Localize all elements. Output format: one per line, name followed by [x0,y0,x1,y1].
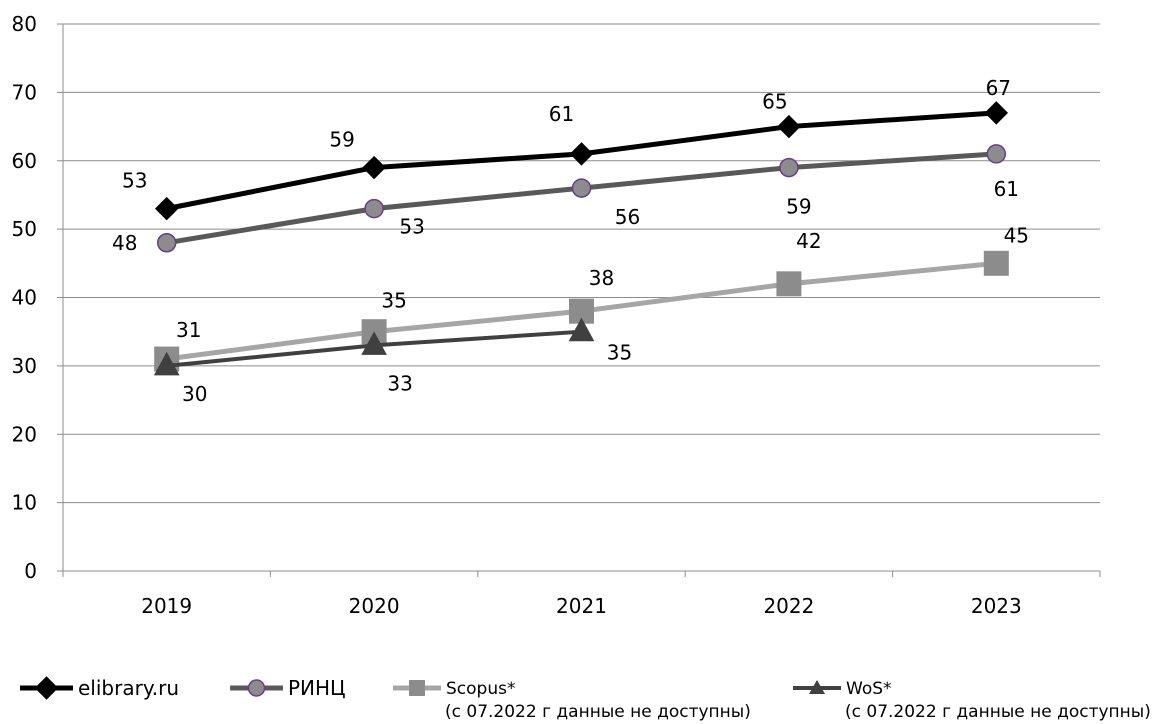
legend-label: РИНЦ [288,676,346,700]
data-label: 59 [786,195,811,219]
y-tick-label: 20 [12,422,37,446]
data-point-2-4 [983,250,1009,276]
x-tick-label: 2023 [971,594,1022,618]
legend-swatch-marker-1 [247,679,266,697]
data-point-2-3 [776,271,802,297]
data-label: 67 [986,76,1011,100]
data-label: 59 [329,128,354,152]
data-label: 38 [589,266,614,290]
y-tick-label: 50 [12,217,37,241]
data-point-1-4 [986,144,1007,164]
axes: 0 10 20 30 40 50 60 70 80 2019 2020 2021 2022 2023 [12,12,1101,618]
data-point-0-1 [362,155,386,180]
legend: elibrary.ru РИНЦ Scopus* (с 07.2022 г данны… [20,676,1151,722]
y-tick-label: 60 [12,149,37,173]
data-point-3-1 [361,331,387,355]
data-label: 33 [387,371,412,395]
legend-label: WoS* [846,679,892,699]
data-point-0-2 [569,142,594,166]
data-point-1-1 [364,198,384,219]
data-label: 35 [607,341,632,365]
data-label: 53 [399,215,424,239]
data-point-3-0 [153,351,180,376]
data-point-0-0 [154,196,179,221]
data-label: 31 [176,318,201,342]
data-label: 53 [122,169,147,193]
y-tick-label: 0 [24,559,37,583]
x-tick-label: 2019 [141,594,192,618]
legend-note: (с 07.2022 г данные не доступны) [445,702,751,722]
data-point-0-3 [777,114,801,139]
legend-label: elibrary.ru [78,676,179,700]
legend-swatch-marker-3 [809,680,825,694]
y-tick-label: 70 [12,80,37,104]
gridlines [63,23,1100,504]
data-label: 42 [796,229,821,253]
data-label: 48 [112,231,137,255]
data-label: 30 [182,382,207,406]
data-point-0-4 [984,101,1009,125]
data-label: 35 [381,289,406,313]
y-tick-label: 30 [12,354,37,378]
series-group [153,101,1009,376]
legend-swatch-marker-0 [34,676,59,700]
data-point-1-3 [779,157,799,178]
data-label: 61 [549,102,574,126]
data-labels: 53 59 61 65 67 48 53 56 59 61 31 35 38 42 45 30 33 35 [112,76,1029,406]
x-tick-label: 2021 [556,594,607,618]
data-point-3-2 [568,317,595,342]
x-tick-label: 2022 [763,594,814,618]
legend-label: Scopus* [446,679,515,699]
data-point-1-2 [571,178,592,198]
y-tick-label: 10 [12,491,37,515]
data-label: 56 [615,205,640,229]
data-point-1-0 [156,233,177,253]
data-label: 61 [994,177,1019,201]
data-label: 45 [1004,223,1029,247]
legend-note: (с 07.2022 г данные не доступны) [845,702,1151,722]
data-label: 65 [762,90,787,114]
y-tick-label: 40 [12,286,37,310]
x-tick-label: 2020 [349,594,400,618]
legend-swatch-marker-2 [409,680,425,696]
y-tick-label: 80 [12,12,37,36]
